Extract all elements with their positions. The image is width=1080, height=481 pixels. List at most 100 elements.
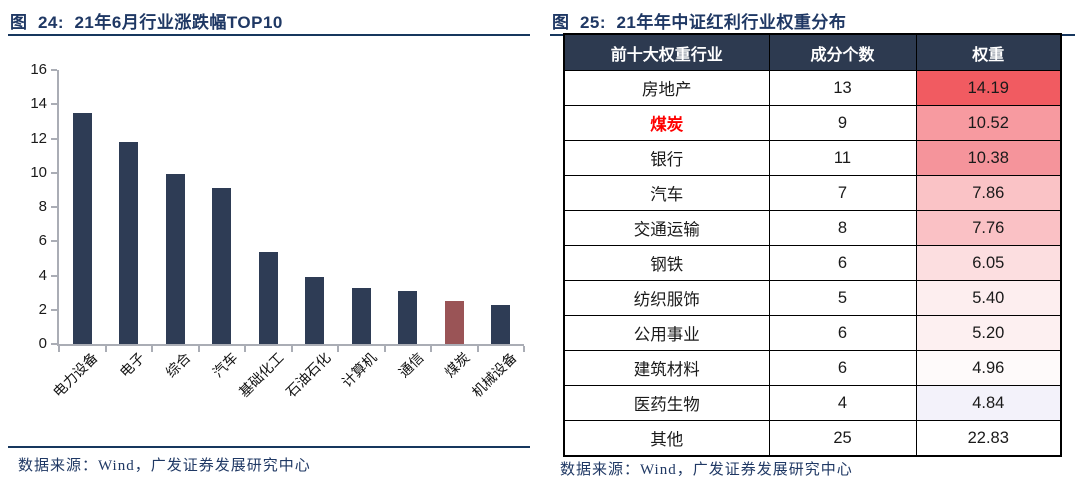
x-axis-category-label: 煤炭 — [441, 349, 473, 381]
bar-电力设备 — [72, 112, 92, 344]
bar-电子 — [119, 141, 139, 344]
y-axis-tick-label: 12 — [30, 129, 47, 147]
industry-weights-table: 前十大权重行业 成分个数 权重 房地产 13 14.19 煤炭 9 10.52 银行 11 10.3… — [563, 33, 1062, 457]
figure-24-caption-rule — [8, 34, 530, 36]
x-axis-tick-mark — [523, 346, 525, 352]
figure-24-source-note: 数据来源：Wind，广发证券发展研究中心 — [18, 458, 311, 474]
x-axis-tick-mark — [58, 346, 60, 352]
weights-table-header: 前十大权重行业 成分个数 权重 — [563, 33, 1062, 71]
y-axis-tick-mark — [51, 308, 57, 311]
count-cell: 11 — [768, 140, 917, 176]
figure-24-panel: 图 24: 21年6月行业涨跌幅TOP10 0 2 4 6 8 10 12 14 16 电力设备电… — [8, 6, 530, 476]
weight-cell: 6.05 — [915, 245, 1062, 281]
weight-cell: 5.40 — [915, 280, 1062, 316]
x-axis-tick-mark — [151, 346, 153, 352]
weight-cell: 10.52 — [915, 105, 1062, 141]
weight-cell: 4.96 — [915, 350, 1062, 386]
weights-table-header-row: 前十大权重行业 成分个数 权重 — [563, 33, 1062, 71]
y-axis-tick-mark — [51, 206, 57, 208]
y-axis-tick-mark — [51, 274, 57, 277]
bar-石油石化 — [305, 277, 325, 344]
industry-cell: 建筑材料 — [563, 350, 770, 386]
weight-cell: 22.83 — [915, 420, 1062, 457]
industry-cell: 煤炭 — [563, 105, 770, 141]
table-row: 公用事业 6 5.20 — [563, 315, 1062, 351]
y-axis-tick-mark — [51, 171, 57, 174]
x-axis-category-label: 石油石化 — [282, 349, 334, 401]
bar-通信 — [398, 290, 418, 344]
y-axis-tick-label: 14 — [30, 95, 47, 113]
industry-cell: 钢铁 — [563, 245, 770, 281]
count-cell: 25 — [768, 420, 917, 457]
table-row: 纺织服饰 5 5.40 — [563, 280, 1062, 316]
count-cell: 4 — [768, 385, 917, 421]
y-axis-tick-label: 6 — [38, 232, 47, 250]
y-axis-tick-label: 8 — [38, 198, 47, 215]
y-axis-tick-label: 16 — [30, 61, 47, 78]
y-axis-tick-mark — [51, 137, 57, 140]
x-axis-category-label: 电力设备 — [49, 349, 101, 401]
industry-cell: 公用事业 — [563, 315, 770, 351]
x-axis-tick-mark — [383, 346, 386, 352]
count-cell: 13 — [768, 70, 917, 106]
x-axis-category-label: 通信 — [395, 349, 427, 381]
y-axis-tick-mark — [51, 240, 57, 243]
industry-cell: 房地产 — [563, 70, 770, 106]
count-cell: 6 — [768, 245, 917, 281]
y-axis-tick-label: 4 — [38, 266, 47, 284]
weights-table-body: 房地产 13 14.19 煤炭 9 10.52 银行 11 10.38 汽车 7 7.86 交通运输 8 7… — [563, 70, 1062, 457]
bar-煤炭 — [444, 301, 464, 344]
bar-基础化工 — [258, 251, 278, 344]
bar-综合 — [165, 174, 185, 344]
table-row: 钢铁 6 6.05 — [563, 245, 1062, 281]
count-cell: 6 — [768, 315, 917, 351]
bar-汽车 — [212, 188, 232, 344]
bar-机械设备 — [491, 304, 511, 344]
count-cell: 5 — [768, 280, 917, 316]
weight-cell: 7.86 — [915, 175, 1062, 211]
x-axis-category-label: 计算机 — [338, 349, 380, 391]
table-row: 其他 25 22.83 — [563, 420, 1062, 457]
count-cell: 6 — [768, 350, 917, 386]
table-row: 煤炭 9 10.52 — [563, 105, 1062, 141]
industry-cell: 汽车 — [563, 175, 770, 211]
y-axis-tick-label: 2 — [38, 300, 47, 318]
column-header: 前十大权重行业 — [563, 33, 770, 71]
x-axis-category-label: 机械设备 — [468, 349, 520, 401]
weight-cell: 5.20 — [915, 315, 1062, 351]
x-axis-tick-mark — [104, 346, 107, 352]
figure-25-caption: 图 25: 21年年中证红利行业权重分布 — [552, 13, 847, 32]
x-axis-tick-mark — [244, 346, 246, 352]
y-axis-tick-label: 10 — [30, 163, 47, 181]
x-axis-category-label: 综合 — [162, 349, 194, 381]
column-header: 权重 — [915, 33, 1062, 71]
count-cell: 7 — [768, 175, 917, 211]
figure-25-panel: 图 25: 21年年中证红利行业权重分布 前十大权重行业 成分个数 权重 房地产 13… — [550, 6, 1075, 478]
industry-cell: 银行 — [563, 140, 770, 176]
weight-cell: 4.84 — [915, 385, 1062, 421]
figure-25-source-note: 数据来源：Wind，广发证券发展研究中心 — [560, 462, 853, 478]
table-row: 银行 11 10.38 — [563, 140, 1062, 176]
table-row: 医药生物 4 4.84 — [563, 385, 1062, 421]
y-axis-tick-mark — [51, 69, 57, 71]
x-axis-category-label: 基础化工 — [235, 349, 287, 401]
table-row: 建筑材料 6 4.96 — [563, 350, 1062, 386]
industry-change-bar-chart: 0 2 4 6 8 10 12 14 16 电力设备 电子 综合 汽车 基础化工 石油石化 计算机 通信 煤炭 机械… — [30, 61, 525, 400]
bar-chart-plot: 0 2 4 6 8 10 12 14 16 电力设备 电子 综合 汽车 基础化工 石油石化 计算机 通信 煤炭 机械… — [30, 61, 525, 400]
table-row: 房地产 13 14.19 — [563, 70, 1062, 106]
x-axis-tick-mark — [337, 346, 339, 352]
weight-cell: 10.38 — [915, 140, 1062, 176]
y-axis-tick-mark — [51, 103, 57, 106]
figure-24-caption: 图 24: 21年6月行业涨跌幅TOP10 — [10, 13, 283, 32]
x-axis-tick-mark — [290, 346, 293, 352]
table-row: 汽车 7 7.86 — [563, 175, 1062, 211]
industry-cell: 纺织服饰 — [563, 280, 770, 316]
weight-cell: 14.19 — [915, 70, 1062, 106]
weight-cell: 7.76 — [915, 210, 1062, 246]
count-cell: 9 — [768, 105, 917, 141]
x-axis-category-label: 汽车 — [209, 349, 241, 381]
table-row: 交通运输 8 7.76 — [563, 210, 1062, 246]
x-axis-tick-mark — [430, 346, 432, 352]
count-cell: 8 — [768, 210, 917, 246]
industry-cell: 医药生物 — [563, 385, 770, 421]
